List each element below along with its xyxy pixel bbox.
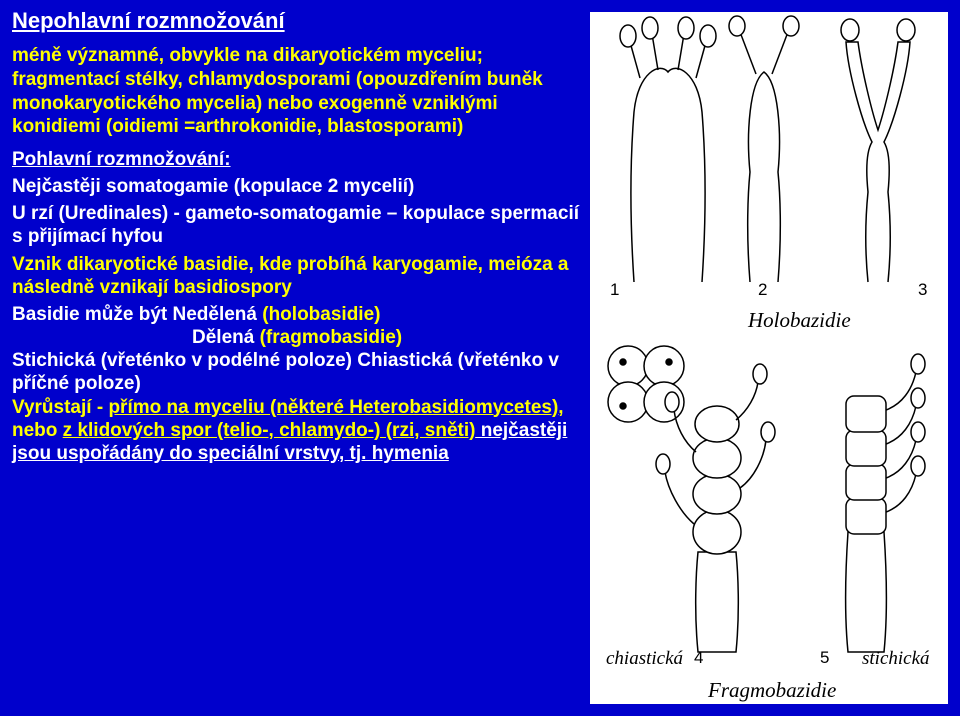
fig-num-4: 4 <box>694 648 703 668</box>
fig-label-holo: Holobazidie <box>748 308 851 333</box>
p6-a: Vyrůstají - <box>12 397 108 418</box>
text-content: Nepohlavní rozmnožování méně významné, o… <box>12 8 582 465</box>
fig-num-3: 3 <box>918 280 927 300</box>
p5-b: (holobasidie) <box>262 304 380 325</box>
fig-label-fragmo: Fragmobazidie <box>708 678 836 703</box>
figure-svg <box>590 12 948 704</box>
figure-basidia: 1 2 3 Holobazidie 4 5 chiastická stichic… <box>590 12 948 704</box>
para-types: Basidie může být Nedělená (holobasidie) … <box>12 303 582 396</box>
fig-num-2: 2 <box>758 280 767 300</box>
fig-label-stich: stichická <box>862 648 930 670</box>
para-asexual: méně významné, obvykle na dikaryotickém … <box>12 44 582 139</box>
fig-label-chiast: chiastická <box>606 648 683 670</box>
p5-c: Dělená <box>192 327 260 348</box>
p5-a: Basidie může být Nedělená <box>12 304 262 325</box>
fig-num-1: 1 <box>610 280 619 300</box>
p5-d: (fragmobasidie) <box>260 327 403 348</box>
para-basidium: Vznik dikaryotické basidie, kde probíhá … <box>12 253 582 299</box>
p6-d: z klidových spor (telio-, chlamydo-) (rz… <box>63 420 476 441</box>
p6-c: nebo <box>12 420 63 441</box>
heading-sexual: Pohlavní rozmnožování: <box>12 149 582 171</box>
para-uredinales: U rzí (Uredinales) - gameto-somatogamie … <box>12 202 582 248</box>
para-somatogamy: Nejčastěji somatogamie (kopulace 2 mycel… <box>12 175 582 198</box>
p5-e: Stichická (vřeténko v podélné poloze) Ch… <box>12 349 582 395</box>
p6-b: přímo na myceliu (některé Heterobasidiom… <box>108 397 563 418</box>
heading-asexual: Nepohlavní rozmnožování <box>12 8 582 34</box>
fig-num-5: 5 <box>820 648 829 668</box>
para-growth: Vyrůstají - přímo na myceliu (některé He… <box>12 396 582 466</box>
